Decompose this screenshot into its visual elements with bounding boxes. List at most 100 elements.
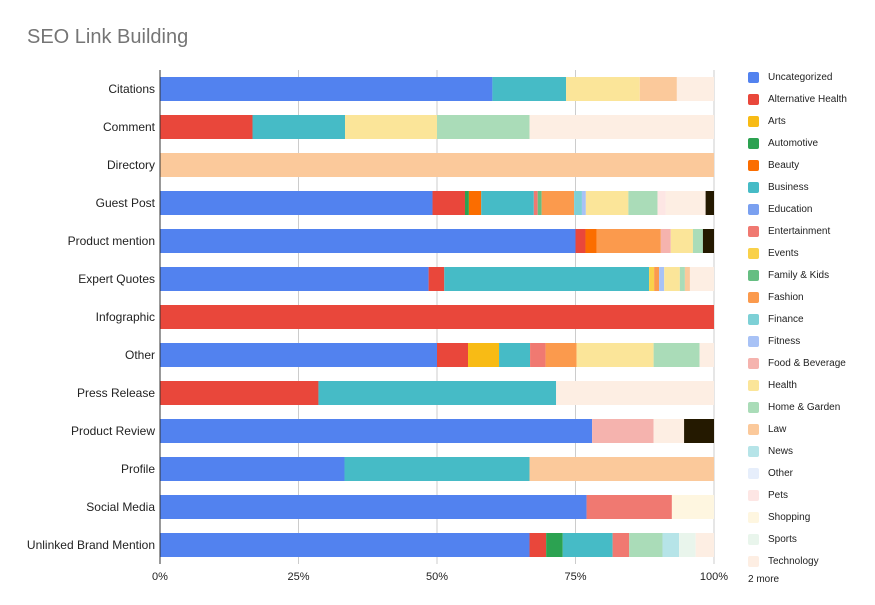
legend: Uncategorized Alternative Health Arts Autom… <box>748 66 873 572</box>
legend-label: Fashion <box>768 291 804 303</box>
legend-item[interactable]: Technology <box>748 550 873 572</box>
legend-swatch <box>748 137 759 149</box>
legend-item[interactable]: Fitness <box>748 330 873 352</box>
legend-item[interactable]: Home & Garden <box>748 396 873 418</box>
legend-label: Arts <box>768 115 786 127</box>
legend-label: Other <box>768 467 794 479</box>
legend-swatch <box>748 291 759 303</box>
legend-item[interactable]: Business <box>748 176 873 198</box>
legend-swatch <box>748 159 759 171</box>
legend-item[interactable]: Health <box>748 374 873 396</box>
legend-item[interactable]: Pets <box>748 484 873 506</box>
legend-label: Food & Beverage <box>768 357 846 369</box>
legend-swatch <box>748 445 759 457</box>
bar-segment <box>664 267 680 291</box>
x-tick-label: 75% <box>564 571 586 583</box>
bar-segment <box>468 343 500 367</box>
legend-swatch <box>748 115 759 127</box>
bar-segment <box>160 115 253 139</box>
bar-segment <box>160 267 429 291</box>
bar-segment <box>437 115 530 139</box>
bar-segment <box>160 153 714 177</box>
bar-segment <box>546 533 563 557</box>
legend-label: Home & Garden <box>768 401 841 413</box>
legend-item[interactable]: Automotive <box>748 132 873 154</box>
legend-item[interactable]: Entertainment <box>748 220 873 242</box>
legend-swatch <box>748 423 759 435</box>
legend-item[interactable]: News <box>748 440 873 462</box>
legend-item[interactable]: Other <box>748 462 873 484</box>
bar-segment <box>481 191 534 215</box>
legend-swatch <box>748 269 759 281</box>
legend-item[interactable]: Finance <box>748 308 873 330</box>
bar-segment <box>562 533 613 557</box>
x-tick-label: 100% <box>700 571 728 583</box>
legend-label: Family & Kids <box>768 269 830 281</box>
legend-item[interactable]: Family & Kids <box>748 264 873 286</box>
bar-segment <box>464 191 469 215</box>
bar-segment <box>575 229 586 253</box>
legend-item[interactable]: Arts <box>748 110 873 132</box>
category-label: Social Media <box>86 500 155 514</box>
legend-swatch <box>748 181 759 193</box>
legend-label: News <box>768 445 794 457</box>
legend-swatch <box>748 313 759 325</box>
legend-swatch <box>748 225 759 237</box>
bar-segment <box>428 267 445 291</box>
bar-segment <box>432 191 465 215</box>
category-label: Citations <box>108 82 155 96</box>
legend-item[interactable]: Alternative Health <box>748 88 873 110</box>
legend-item[interactable]: Food & Beverage <box>748 352 873 374</box>
bar-segment <box>695 533 714 557</box>
legend-label: Beauty <box>768 159 800 171</box>
legend-swatch <box>748 335 759 347</box>
bar-segment <box>160 305 714 329</box>
bar-segment <box>592 419 654 443</box>
legend-item[interactable]: Events <box>748 242 873 264</box>
legend-label: Technology <box>768 555 819 567</box>
bar-segment <box>692 229 703 253</box>
category-label: Guest Post <box>96 196 156 210</box>
legend-item[interactable]: Shopping <box>748 506 873 528</box>
legend-item[interactable]: Fashion <box>748 286 873 308</box>
legend-swatch <box>748 467 759 479</box>
legend-item[interactable]: Sports <box>748 528 873 550</box>
bar-segment <box>653 343 700 367</box>
legend-swatch <box>748 533 759 545</box>
legend-item[interactable]: Uncategorized <box>748 66 873 88</box>
labels-layer: Citations Comment Directory Guest Post Produ… <box>27 82 156 552</box>
legend-swatch <box>748 511 759 523</box>
bar-segment <box>160 77 493 101</box>
category-label: Comment <box>103 120 156 134</box>
bar-segment <box>702 229 714 253</box>
legend-swatch <box>748 203 759 215</box>
category-label: Product Review <box>71 424 155 438</box>
bar-segment <box>659 267 665 291</box>
bar-segment <box>529 115 714 139</box>
bar-segment <box>530 343 546 367</box>
category-label: Press Release <box>77 386 155 400</box>
bar-segment <box>344 457 530 481</box>
bar-segment <box>660 229 671 253</box>
bar-segment <box>499 343 531 367</box>
legend-swatch <box>748 93 759 105</box>
bar-segment <box>684 419 714 443</box>
category-label: Unlinked Brand Mention <box>27 538 155 552</box>
legend-item[interactable]: Law <box>748 418 873 440</box>
legend-swatch <box>748 401 759 413</box>
axis-layer: 0% 25% 50% 75% 100% <box>152 70 728 583</box>
legend-item[interactable]: Education <box>748 198 873 220</box>
bar-segment <box>628 191 658 215</box>
bar-segment <box>574 191 582 215</box>
bar-segment <box>689 267 714 291</box>
bar-segment <box>665 191 706 215</box>
bar-segment <box>684 267 690 291</box>
bar-segment <box>160 419 593 443</box>
bar-segment <box>671 495 714 519</box>
legend-more-link[interactable]: 2 more <box>748 574 780 585</box>
legend-item[interactable]: Beauty <box>748 154 873 176</box>
legend-label: Pets <box>768 489 789 501</box>
bar-segment <box>345 115 437 139</box>
legend-label: Entertainment <box>768 225 831 237</box>
legend-swatch <box>748 357 759 369</box>
